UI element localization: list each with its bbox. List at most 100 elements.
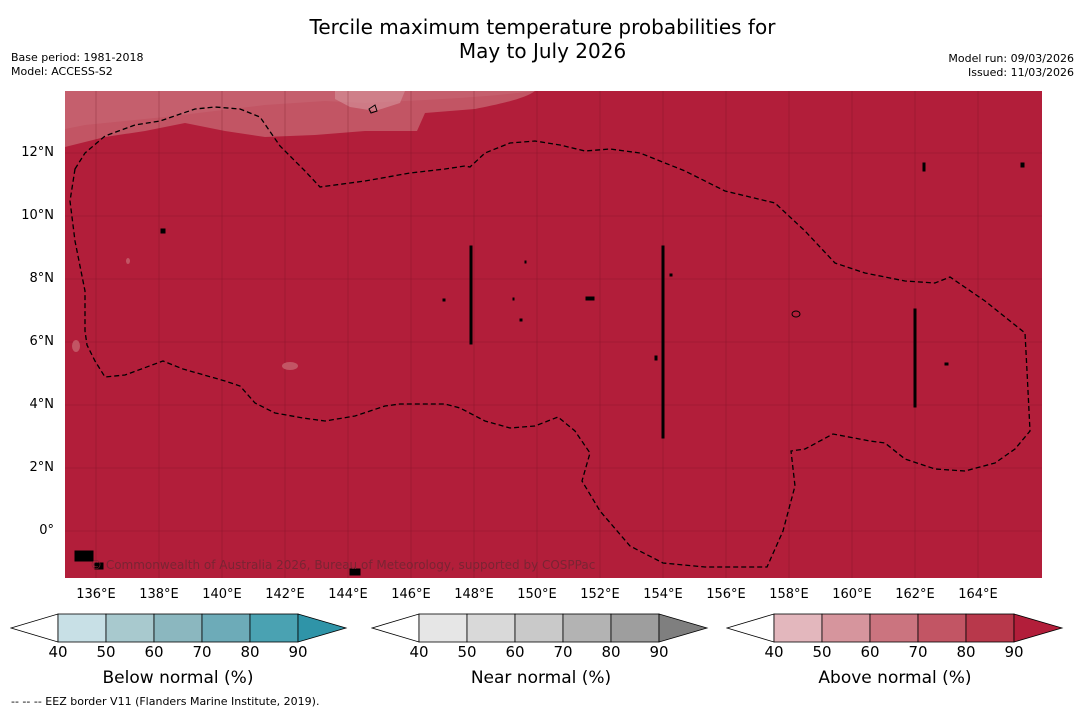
model-run-date: Model run: 09/03/2026 <box>948 52 1074 65</box>
island-nukuoro <box>661 245 665 439</box>
colorbar-segment <box>917 613 967 643</box>
model-name: Model: ACCESS-S2 <box>11 65 113 78</box>
lon-tick: 142°E <box>265 587 305 602</box>
lat-tick: 10°N <box>21 208 54 223</box>
colorbar-tick: 60 <box>144 643 164 661</box>
colorbar-tick: 40 <box>409 643 429 661</box>
colorbar-segment <box>562 613 612 643</box>
lon-tick: 144°E <box>328 587 368 602</box>
colorbar-extend-high <box>297 613 348 643</box>
island-small-4 <box>512 297 515 301</box>
island-small-9 <box>74 550 94 562</box>
colorbar-segment <box>466 613 516 643</box>
colorbar-extend-low <box>726 613 775 643</box>
colorbar-tick: 60 <box>505 643 525 661</box>
island-kapingamarangi <box>469 245 473 345</box>
colorbar-segment <box>514 613 564 643</box>
lon-tick: 138°E <box>139 587 179 602</box>
eez-legend-note: -- -- -- EEZ border V11 (Flanders Marine… <box>11 695 320 708</box>
colorbar-extend-low <box>10 613 59 643</box>
lighter-patch-top <box>335 91 405 111</box>
island-small-2 <box>669 273 673 277</box>
eez-borders <box>69 106 1031 568</box>
colorbar-segment <box>773 613 823 643</box>
chart-title: Tercile maximum temperature probabilitie… <box>0 15 1085 63</box>
copyright-note: © Commonwealth of Australia 2026, Bureau… <box>90 558 596 572</box>
colorbar-segment <box>201 613 251 643</box>
island-small-3 <box>524 260 527 264</box>
lon-tick: 148°E <box>454 587 494 602</box>
colorbar-title-near: Near normal (%) <box>470 668 612 688</box>
colorbar-below-normal <box>10 613 348 643</box>
colorbar-segment <box>105 613 155 643</box>
colorbar-segment <box>821 613 871 643</box>
base-period: Base period: 1981-2018 <box>11 51 144 64</box>
colorbar-tick: 90 <box>1004 643 1024 661</box>
lon-tick: 136°E <box>76 587 116 602</box>
lon-tick: 158°E <box>769 587 809 602</box>
colorbar-above-normal <box>726 613 1064 643</box>
lon-tick: 162°E <box>895 587 935 602</box>
light-patch-2 <box>282 362 298 370</box>
island-small-5 <box>442 298 446 302</box>
colorbar-tick: 70 <box>192 643 212 661</box>
colorbar-tick: 70 <box>908 643 928 661</box>
colorbar-segment <box>418 613 468 643</box>
lon-tick: 140°E <box>202 587 242 602</box>
colorbar-tick: 90 <box>288 643 308 661</box>
colorbar-tick: 50 <box>457 643 477 661</box>
colorbar-extend-low <box>371 613 420 643</box>
island-yap <box>160 228 166 234</box>
eez-palau-fsm-west <box>69 106 1031 568</box>
colorbar-tick: 90 <box>649 643 669 661</box>
lat-tick: 4°N <box>29 397 55 412</box>
colorbar-segment <box>57 613 107 643</box>
colorbar-tick: 50 <box>812 643 832 661</box>
island-small-8 <box>922 162 926 172</box>
run-info: Model run: 09/03/2026 Issued: 11/03/2026 <box>948 52 1074 80</box>
lon-tick: 156°E <box>706 587 746 602</box>
lon-tick: 160°E <box>832 587 872 602</box>
lat-tick: 6°N <box>29 334 55 349</box>
colorbar-tick: 50 <box>96 643 116 661</box>
island-small-6 <box>519 318 523 322</box>
colorbar-extend-high <box>658 613 709 643</box>
lat-tick: 12°N <box>21 145 54 160</box>
light-patch-3 <box>126 258 130 264</box>
lon-tick: 150°E <box>517 587 557 602</box>
islands <box>74 104 1025 576</box>
island-kosrae <box>944 362 949 366</box>
colorbar-segment <box>965 613 1015 643</box>
lat-tick: 2°N <box>29 460 55 475</box>
colorbar-tick: 60 <box>860 643 880 661</box>
colorbar-tick: 40 <box>764 643 784 661</box>
lighter-band-70 <box>65 91 535 147</box>
island-small-11 <box>349 568 361 576</box>
lighter-band-60 <box>65 91 535 129</box>
light-patch-1 <box>72 340 80 352</box>
probability-map <box>65 91 1042 578</box>
colorbar-tick: 80 <box>240 643 260 661</box>
colorbar-tick: 80 <box>601 643 621 661</box>
colorbar-extend-high <box>1013 613 1064 643</box>
colorbar-tick: 40 <box>48 643 68 661</box>
colorbar-tick: 80 <box>956 643 976 661</box>
lon-tick: 164°E <box>958 587 998 602</box>
island-small-7 <box>1020 162 1025 168</box>
map-background <box>65 91 1042 578</box>
light-patches <box>72 258 298 370</box>
colorbar-segment <box>869 613 919 643</box>
lat-tick: 8°N <box>29 271 55 286</box>
lon-tick: 154°E <box>643 587 683 602</box>
lon-tick: 146°E <box>391 587 431 602</box>
model-info: Base period: 1981-2018 Model: ACCESS-S2 <box>11 51 143 79</box>
issued-date: Issued: 11/03/2026 <box>967 66 1074 79</box>
island-guam-area <box>368 104 378 114</box>
colorbar-segment <box>153 613 203 643</box>
colorbar-segment <box>610 613 660 643</box>
colorbar-title-below: Below normal (%) <box>102 668 254 688</box>
island-small-1 <box>654 355 658 361</box>
title-line-2: May to July 2026 <box>458 39 627 63</box>
colorbar-title-above: Above normal (%) <box>818 668 972 688</box>
colorbar-tick: 70 <box>553 643 573 661</box>
